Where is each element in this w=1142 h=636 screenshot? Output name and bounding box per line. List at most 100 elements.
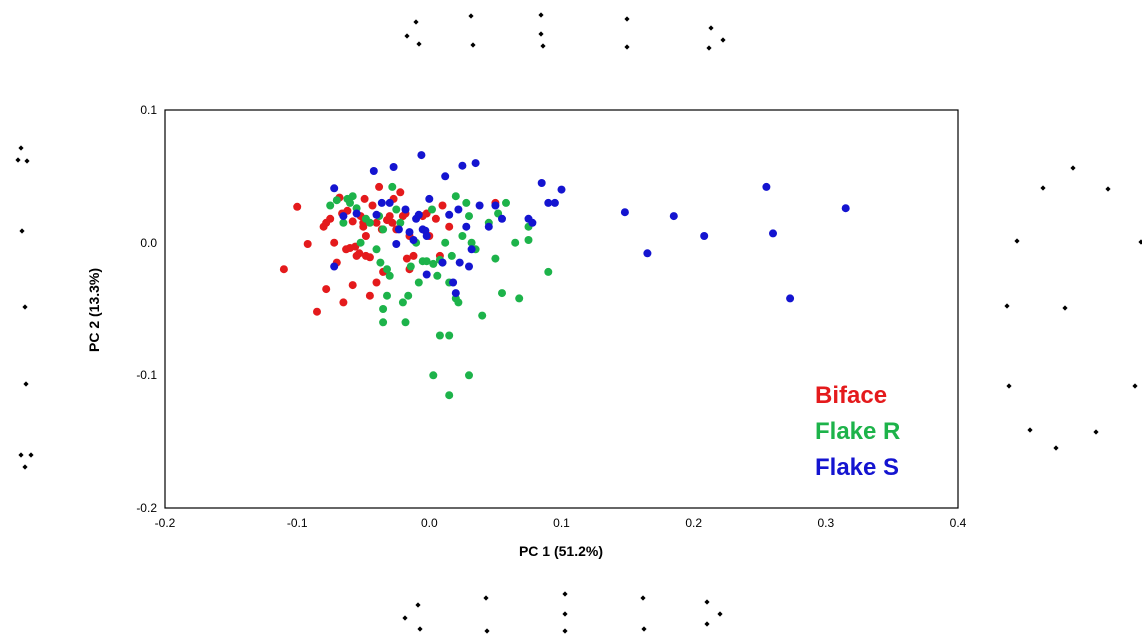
data-point xyxy=(438,258,447,267)
landmark-dot xyxy=(720,37,726,43)
x-tick-labels: -0.2 -0.1 0.0 0.1 0.2 0.3 0.4 xyxy=(155,516,967,530)
data-point xyxy=(339,212,348,221)
landmark-dot xyxy=(538,12,544,18)
data-point xyxy=(293,202,302,211)
data-point xyxy=(388,182,397,191)
data-point xyxy=(467,245,476,254)
landmark-dot xyxy=(415,602,421,608)
plot-frame xyxy=(164,109,959,509)
data-point xyxy=(360,194,369,203)
data-point xyxy=(330,184,339,193)
landmark-dot xyxy=(1040,185,1046,191)
data-point xyxy=(524,236,533,244)
data-point xyxy=(392,240,401,248)
landmark-dot xyxy=(1093,429,1099,435)
landmark-dot xyxy=(1138,239,1142,245)
data-point xyxy=(372,210,381,219)
landmark-dot xyxy=(1062,305,1068,311)
data-point xyxy=(700,232,709,240)
data-point xyxy=(484,222,493,231)
data-point xyxy=(537,179,546,187)
data-point xyxy=(372,218,381,227)
landmark-dot xyxy=(706,45,712,51)
landmark-dot xyxy=(413,19,419,25)
data-point xyxy=(385,198,394,207)
data-point xyxy=(348,217,357,226)
landmark-dot xyxy=(562,611,568,617)
data-point xyxy=(394,225,403,234)
data-point xyxy=(303,240,312,248)
data-point xyxy=(445,210,454,219)
data-point xyxy=(356,238,365,247)
data-point xyxy=(398,298,407,307)
data-point xyxy=(348,192,357,201)
landmark-dot xyxy=(1027,427,1033,433)
x-tick-label: 0.4 xyxy=(950,516,967,530)
landmark-dot xyxy=(562,628,568,634)
data-point xyxy=(372,278,381,287)
data-point xyxy=(438,201,447,210)
data-point xyxy=(313,307,321,316)
data-point xyxy=(376,258,385,267)
data-point xyxy=(475,201,484,210)
data-point xyxy=(365,253,374,262)
data-point xyxy=(396,188,405,197)
landmark-dot xyxy=(640,595,646,601)
landmark-dot xyxy=(1105,186,1111,192)
landmark-dot xyxy=(483,595,489,601)
data-point xyxy=(377,198,386,207)
data-point xyxy=(762,182,771,191)
data-point xyxy=(369,167,378,175)
data-point xyxy=(389,163,398,171)
landmark-dot xyxy=(417,626,423,632)
data-point xyxy=(379,225,388,234)
data-point xyxy=(385,212,394,221)
data-point xyxy=(454,298,463,307)
x-tick-label: 0.1 xyxy=(553,516,570,530)
y-tick-labels: -0.2 -0.1 0.0 0.1 xyxy=(136,103,157,515)
data-point xyxy=(422,257,431,266)
data-point xyxy=(396,218,405,227)
data-point xyxy=(365,291,374,300)
landmark-dot xyxy=(404,33,410,39)
landmark-dot xyxy=(1053,445,1059,451)
x-tick-label: 0.3 xyxy=(817,516,834,530)
data-point xyxy=(467,238,476,247)
legend-entry-biface: Biface xyxy=(815,382,887,409)
data-point xyxy=(769,229,777,238)
x-tick-label: 0.0 xyxy=(421,516,438,530)
data-point xyxy=(352,209,361,218)
data-point xyxy=(451,192,460,201)
data-point xyxy=(550,198,559,207)
data-point xyxy=(409,236,418,244)
data-point xyxy=(669,212,678,221)
data-point xyxy=(465,371,473,380)
data-point xyxy=(361,232,370,240)
data-point xyxy=(425,194,434,203)
landmark-dot xyxy=(717,611,723,617)
landmark-dot xyxy=(641,626,647,632)
data-point xyxy=(429,371,438,380)
landmark-dot xyxy=(704,599,710,605)
landmark-dot xyxy=(1014,238,1020,244)
data-point xyxy=(339,298,348,307)
data-point xyxy=(414,278,423,287)
data-point xyxy=(392,205,401,214)
data-point xyxy=(458,161,467,170)
data-points xyxy=(279,151,850,400)
data-point xyxy=(435,331,444,340)
y-tick-label: -0.1 xyxy=(136,368,157,382)
data-point xyxy=(383,291,391,300)
data-point xyxy=(346,198,354,207)
landmark-dot xyxy=(402,615,408,621)
data-point xyxy=(445,331,454,340)
data-point xyxy=(511,238,520,247)
data-point xyxy=(478,311,487,320)
data-point xyxy=(379,305,388,313)
landmark-dot xyxy=(24,158,30,164)
data-point xyxy=(471,159,480,168)
data-point xyxy=(359,222,368,231)
data-point xyxy=(451,289,460,298)
data-point xyxy=(528,218,537,227)
